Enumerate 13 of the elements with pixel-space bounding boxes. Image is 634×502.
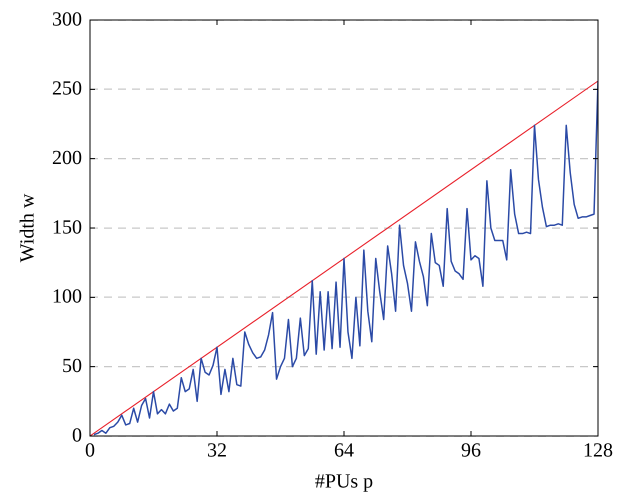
y-tick-label: 300 (52, 8, 82, 30)
y-tick-label: 0 (72, 424, 82, 446)
x-tick-label: 96 (461, 439, 481, 462)
y-tick-label: 150 (52, 216, 82, 238)
x-axis-title: #PUs p (314, 470, 374, 492)
y-tick-label: 200 (52, 146, 82, 169)
y-tick-label: 50 (62, 354, 82, 377)
x-tick-label: 64 (334, 439, 354, 462)
x-tick-label: 128 (583, 439, 613, 462)
y-tick-label: 100 (52, 286, 82, 308)
x-tick-label: 32 (207, 439, 227, 462)
y-tick-label: 250 (52, 78, 82, 100)
y-axis-title: Width w (16, 193, 38, 262)
